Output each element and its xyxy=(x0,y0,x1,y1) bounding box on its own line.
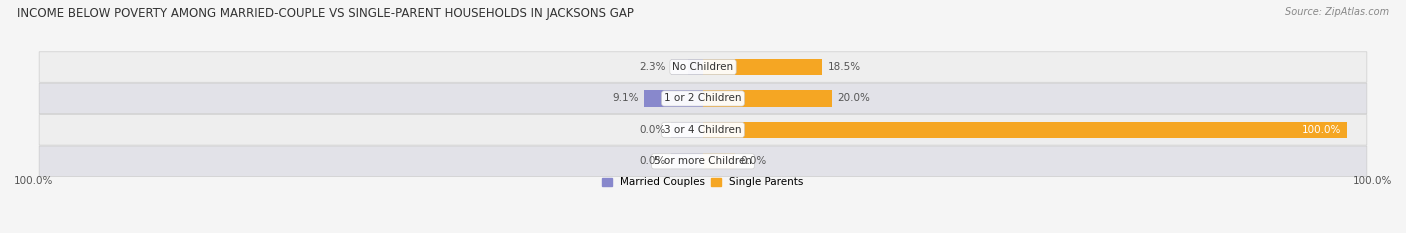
Text: INCOME BELOW POVERTY AMONG MARRIED-COUPLE VS SINGLE-PARENT HOUSEHOLDS IN JACKSON: INCOME BELOW POVERTY AMONG MARRIED-COUPL… xyxy=(17,7,634,20)
Text: 0.0%: 0.0% xyxy=(741,156,766,166)
Text: 100.0%: 100.0% xyxy=(1353,176,1392,186)
Bar xyxy=(703,122,1347,138)
Text: 1 or 2 Children: 1 or 2 Children xyxy=(664,93,742,103)
Text: 100.0%: 100.0% xyxy=(1302,125,1341,135)
Text: 2.3%: 2.3% xyxy=(640,62,665,72)
FancyBboxPatch shape xyxy=(39,52,1367,82)
Text: 100.0%: 100.0% xyxy=(14,176,53,186)
FancyBboxPatch shape xyxy=(39,115,1367,145)
Bar xyxy=(703,59,823,75)
Bar xyxy=(644,90,703,107)
Bar xyxy=(644,90,703,107)
Text: 18.5%: 18.5% xyxy=(827,62,860,72)
Text: 0.0%: 0.0% xyxy=(640,156,665,166)
Bar xyxy=(703,153,735,169)
Text: 0.0%: 0.0% xyxy=(640,125,665,135)
Bar xyxy=(671,59,703,75)
Bar xyxy=(688,59,703,75)
Text: 3 or 4 Children: 3 or 4 Children xyxy=(664,125,742,135)
FancyBboxPatch shape xyxy=(39,146,1367,177)
Bar xyxy=(703,90,832,107)
Text: Source: ZipAtlas.com: Source: ZipAtlas.com xyxy=(1285,7,1389,17)
Bar xyxy=(703,90,832,107)
Text: No Children: No Children xyxy=(672,62,734,72)
Bar xyxy=(671,153,703,169)
FancyBboxPatch shape xyxy=(39,83,1367,114)
Text: 20.0%: 20.0% xyxy=(837,93,870,103)
Bar xyxy=(703,59,823,75)
Bar xyxy=(671,122,703,138)
Text: 5 or more Children: 5 or more Children xyxy=(654,156,752,166)
Bar xyxy=(703,122,1347,138)
Text: 9.1%: 9.1% xyxy=(613,93,640,103)
Legend: Married Couples, Single Parents: Married Couples, Single Parents xyxy=(603,177,803,187)
